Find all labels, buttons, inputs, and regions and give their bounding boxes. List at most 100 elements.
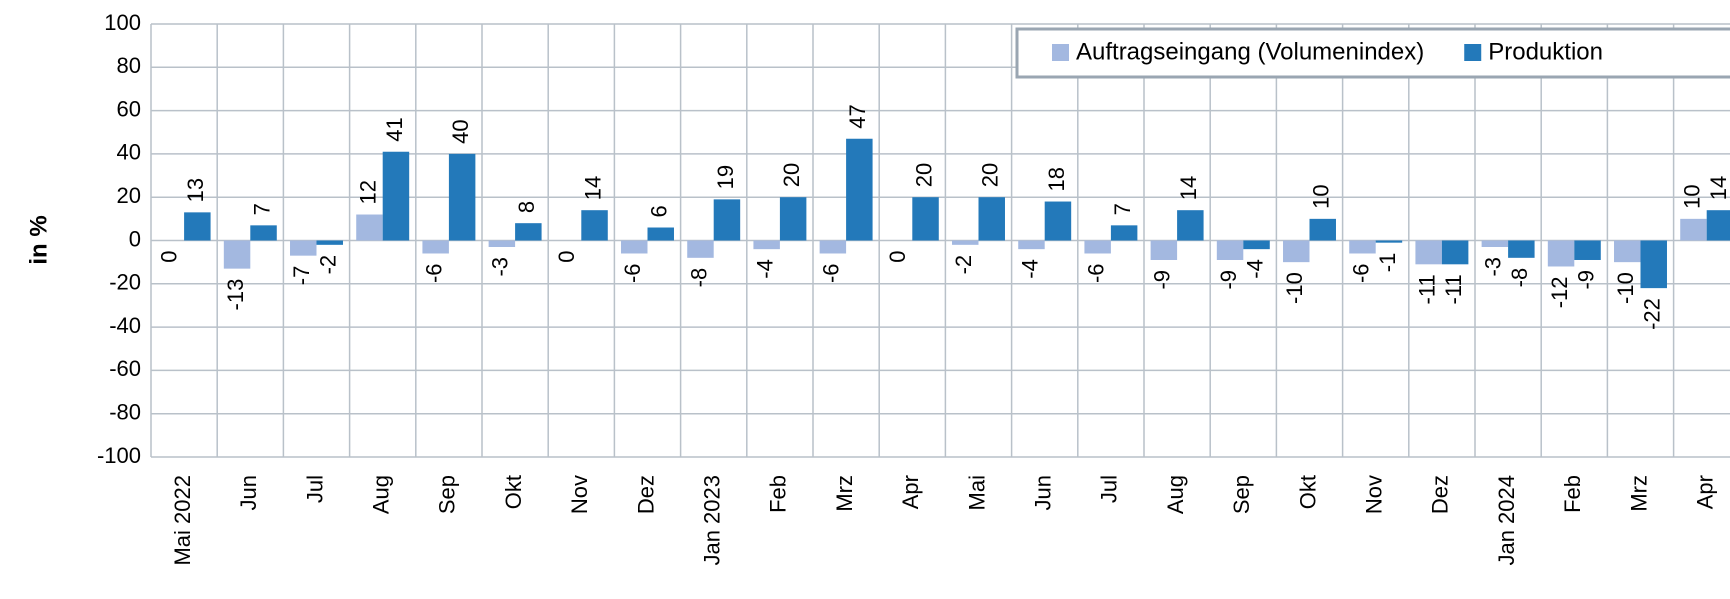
x-tick-label: Okt — [501, 475, 526, 509]
y-tick-label: 100 — [104, 10, 141, 35]
data-label: 0 — [554, 251, 579, 263]
data-label: -8 — [1507, 268, 1532, 288]
bar — [753, 240, 780, 250]
bar — [713, 199, 741, 241]
data-label: 40 — [448, 119, 473, 143]
bar — [779, 197, 807, 241]
bar — [1177, 210, 1204, 241]
data-label: 47 — [845, 104, 870, 128]
y-tick-label: 20 — [117, 183, 141, 208]
data-label: 18 — [1044, 167, 1069, 191]
data-label: 10 — [1309, 184, 1334, 208]
legend-label: Produktion — [1488, 38, 1603, 65]
x-tick-label: Dez — [633, 475, 658, 514]
bar — [1309, 218, 1336, 241]
data-label: -11 — [1414, 274, 1439, 304]
x-tick-label: Aug — [1163, 475, 1188, 514]
y-tick-label: 80 — [117, 53, 141, 78]
bar — [1441, 240, 1469, 265]
bar — [1680, 218, 1707, 241]
bar — [1547, 240, 1575, 267]
data-label: -6 — [1348, 263, 1373, 283]
data-label: 7 — [249, 203, 274, 215]
data-label: 8 — [514, 201, 539, 213]
x-tick-label: Feb — [1560, 475, 1585, 513]
bar — [290, 240, 317, 256]
bar — [1375, 240, 1403, 243]
data-label: 0 — [885, 251, 910, 263]
y-tick-label: 0 — [129, 226, 141, 251]
bar — [448, 153, 476, 241]
bar — [1349, 240, 1376, 254]
legend-swatch — [1464, 44, 1482, 61]
bar — [1084, 240, 1111, 254]
data-label: -2 — [951, 255, 976, 275]
x-tick-label: Nov — [567, 475, 592, 514]
data-label: 14 — [580, 176, 605, 200]
data-label: 13 — [183, 178, 208, 202]
bar — [846, 138, 873, 241]
x-tick-label: Jan 2023 — [700, 475, 725, 566]
data-label: 14 — [1706, 176, 1730, 200]
x-tick-label: Feb — [766, 475, 791, 513]
x-tick-label: Sep — [1229, 475, 1254, 514]
x-tick-label: Jan 2024 — [1494, 475, 1519, 566]
data-label: 20 — [779, 163, 804, 187]
data-label: 10 — [1679, 184, 1704, 208]
y-tick-label: -60 — [109, 356, 141, 381]
bar — [1481, 240, 1509, 247]
bar — [1018, 240, 1045, 250]
x-tick-label: Sep — [435, 475, 460, 514]
data-label: 20 — [978, 163, 1003, 187]
data-label: -4 — [752, 259, 777, 279]
x-tick-label: Apr — [898, 475, 923, 509]
data-label: -13 — [223, 279, 248, 311]
y-tick-label: -40 — [109, 313, 141, 338]
bar — [621, 240, 648, 254]
bar — [581, 210, 608, 241]
bar — [250, 225, 277, 241]
x-tick-label: Mai — [964, 475, 989, 510]
data-label: 7 — [1110, 203, 1135, 215]
x-tick-label: Jun — [1031, 475, 1056, 510]
bar — [316, 240, 343, 245]
x-tick-label: Nov — [1362, 475, 1387, 514]
bar — [1614, 240, 1641, 263]
bar — [1574, 240, 1601, 260]
data-label: -6 — [421, 263, 446, 283]
legend-swatch — [1052, 44, 1069, 61]
y-tick-label: 40 — [117, 140, 141, 165]
data-label: 19 — [713, 165, 738, 189]
y-tick-label: -20 — [109, 270, 141, 295]
bar — [912, 197, 939, 241]
data-label: -7 — [289, 266, 314, 286]
data-label: -4 — [1242, 259, 1267, 279]
data-label: -22 — [1640, 298, 1665, 330]
bar — [382, 151, 410, 241]
bar — [488, 240, 516, 247]
x-tick-label: Apr — [1693, 475, 1718, 509]
y-tick-label: 60 — [117, 96, 141, 121]
bar — [819, 240, 847, 254]
data-label: -2 — [316, 255, 341, 275]
bar — [1150, 240, 1178, 260]
bar — [184, 212, 211, 241]
data-label: 0 — [157, 251, 182, 263]
bar — [687, 240, 714, 258]
data-label: -3 — [1481, 257, 1506, 277]
data-label: -4 — [1017, 259, 1042, 279]
data-label: -3 — [488, 257, 513, 277]
y-tick-label: -80 — [109, 400, 141, 425]
data-label: 12 — [355, 180, 380, 204]
data-label: 41 — [382, 117, 407, 141]
bar — [647, 227, 674, 241]
bar — [978, 197, 1005, 241]
x-tick-label: Okt — [1295, 475, 1320, 509]
bar — [1706, 210, 1730, 241]
data-label: 6 — [647, 205, 672, 217]
bar — [1216, 240, 1244, 260]
data-label: -11 — [1441, 274, 1466, 304]
bar — [1044, 201, 1072, 241]
bar — [356, 214, 383, 241]
